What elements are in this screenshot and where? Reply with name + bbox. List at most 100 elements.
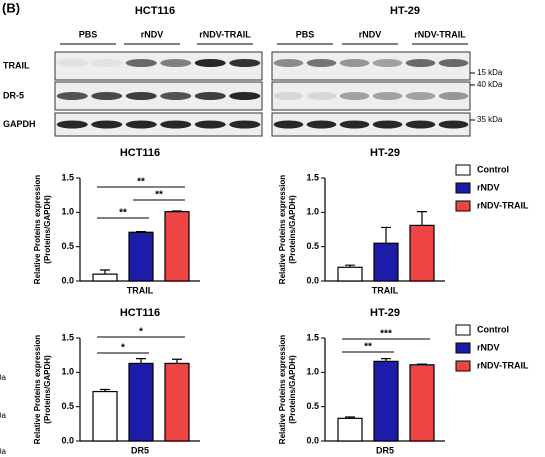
error-bar: [136, 230, 146, 233]
band: [372, 59, 403, 67]
bar: [337, 266, 363, 282]
band: [125, 92, 157, 100]
band: [306, 120, 337, 129]
bar: [128, 362, 154, 442]
x-tick-label: TRAIL: [127, 285, 154, 295]
band: [160, 59, 192, 67]
error-bar: [100, 388, 110, 392]
error-bar: [417, 363, 427, 365]
y-tick-label: 1.0: [306, 367, 319, 377]
band: [194, 92, 226, 100]
x-tick-label: DR5: [131, 445, 149, 455]
blot-strip: [54, 81, 263, 111]
legend-label: Control: [477, 164, 509, 174]
band: [405, 120, 436, 129]
band: [405, 59, 436, 67]
blot-title: HT-29: [390, 5, 420, 17]
group-label: rNDV-TRAIL: [199, 29, 251, 39]
band: [273, 59, 304, 67]
band: [339, 59, 370, 67]
group-label: rNDV: [359, 29, 382, 39]
band: [405, 92, 436, 100]
blot-strip: [54, 51, 263, 81]
significance-label: ***: [380, 329, 392, 340]
band: [229, 92, 261, 100]
blot-strip: [271, 81, 471, 111]
band: [229, 120, 261, 129]
x-tick-label: DR5: [376, 445, 394, 455]
y-axis-label: (Proteins/GAPDH): [288, 355, 297, 424]
cropped-label: 0a: [0, 373, 6, 382]
band: [273, 120, 304, 129]
error-bar: [381, 358, 391, 362]
legend-swatch: [455, 360, 471, 372]
significance-label: *: [121, 343, 125, 354]
blot-strip: [271, 51, 471, 81]
blot-strip: [271, 112, 471, 137]
bar: [373, 360, 399, 442]
y-axis-label: Relative Proteins expression: [278, 335, 287, 444]
y-axis-label: Relative Proteins expression: [278, 175, 287, 284]
x-tick-label: TRAIL: [372, 285, 399, 295]
band: [160, 92, 192, 100]
y-tick-label: 0.5: [61, 241, 74, 251]
y-axis-label: Relative Proteins expression: [33, 335, 42, 444]
y-tick-label: 1.5: [61, 172, 74, 182]
band: [273, 92, 304, 100]
significance-label: **: [364, 342, 372, 353]
band: [194, 120, 226, 129]
band: [438, 59, 469, 67]
y-axis-label: (Proteins/GAPDH): [43, 355, 52, 424]
bar: [164, 362, 190, 442]
marker-label: 40 kDa: [477, 80, 503, 89]
band: [56, 120, 88, 129]
y-tick-label: 0.0: [306, 435, 319, 445]
band: [56, 59, 88, 67]
bar: [92, 390, 118, 442]
y-tick-label: 0.5: [306, 401, 319, 411]
band: [125, 59, 157, 67]
y-tick-label: 0.0: [61, 275, 74, 285]
error-bar: [345, 416, 355, 419]
band: [438, 120, 469, 129]
row-label: GAPDH: [3, 119, 36, 129]
marker-label: 15 kDa: [477, 68, 503, 77]
group-label: rNDV: [141, 29, 164, 39]
error-bar: [100, 269, 110, 275]
band: [91, 92, 123, 100]
band: [160, 120, 192, 129]
y-tick-label: 1.5: [306, 172, 319, 182]
y-tick-label: 1.0: [61, 367, 74, 377]
y-tick-label: 1.0: [306, 207, 319, 217]
chart-title: HCT116: [120, 307, 160, 319]
group-label: rNDV-TRAIL: [414, 29, 466, 39]
cropped-label: 0a: [0, 447, 6, 456]
group-label: PBS: [296, 29, 315, 39]
group-label: PBS: [79, 29, 98, 39]
chart-title: HT-29: [370, 147, 400, 159]
legend-swatch: [455, 182, 471, 194]
error-bar: [172, 210, 182, 212]
y-axis-label: Relative Proteins expression: [33, 175, 42, 284]
cropped-label: 0a: [0, 411, 6, 420]
bar: [164, 211, 190, 282]
error-bar: [345, 264, 355, 268]
error-bar: [172, 358, 182, 364]
legend-swatch: [455, 342, 471, 354]
significance-label: *: [139, 327, 143, 338]
legend-label: rNDV: [477, 182, 500, 192]
legend-label: rNDV-TRAIL: [477, 360, 529, 370]
y-tick-label: 1.5: [306, 332, 319, 342]
blot-strip: [54, 112, 263, 137]
legend-label: Control: [477, 324, 509, 334]
bar: [373, 242, 399, 282]
marker-label: 35 kDa: [477, 115, 503, 124]
band: [372, 92, 403, 100]
significance-label: **: [119, 208, 127, 219]
legend-label: rNDV-TRAIL: [477, 200, 529, 210]
band: [339, 92, 370, 100]
y-tick-label: 0.0: [61, 435, 74, 445]
legend-swatch: [455, 200, 471, 212]
band: [91, 59, 123, 67]
